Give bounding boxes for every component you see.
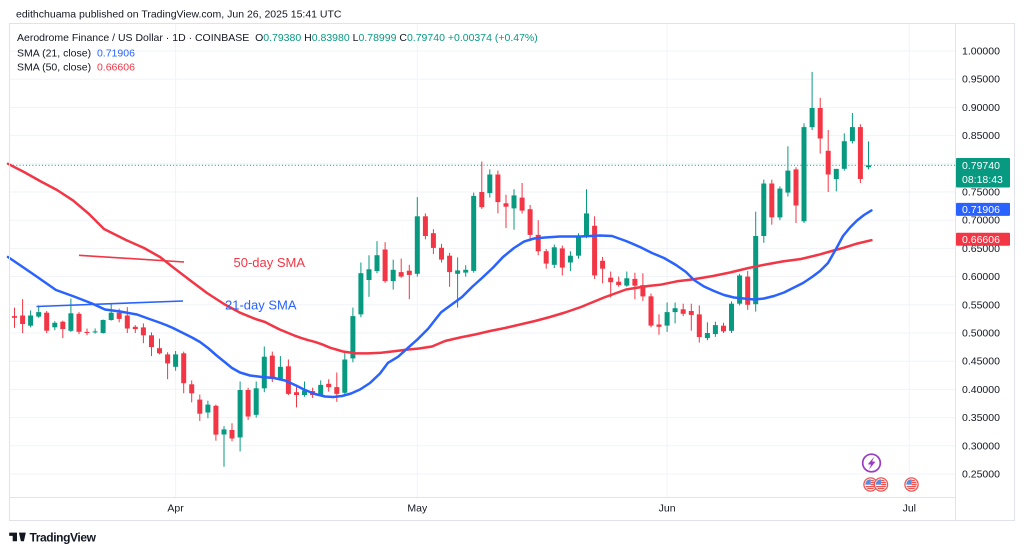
svg-text:0.50000: 0.50000 — [962, 328, 1000, 340]
svg-text:0.75000: 0.75000 — [962, 187, 1000, 199]
svg-text:May: May — [407, 503, 428, 515]
svg-text:TradingView: TradingView — [30, 531, 97, 545]
svg-text:0.55000: 0.55000 — [962, 299, 1000, 311]
svg-text:0.66606: 0.66606 — [962, 234, 1000, 246]
svg-text:0.95000: 0.95000 — [962, 74, 1000, 86]
svg-text:Aerodrome Finance / US Dollar: Aerodrome Finance / US Dollar · 1D · COI… — [17, 32, 538, 44]
svg-text:50-day SMA: 50-day SMA — [234, 255, 306, 270]
svg-text:0.35000: 0.35000 — [962, 412, 1000, 424]
svg-text:0.40000: 0.40000 — [962, 384, 1000, 396]
svg-text:0.71906: 0.71906 — [962, 204, 1000, 216]
svg-text:SMA (21, close) 0.71906: SMA (21, close) 0.71906 — [17, 48, 135, 60]
svg-text:Jun: Jun — [659, 503, 676, 515]
svg-text:0.85000: 0.85000 — [962, 130, 1000, 142]
svg-text:Apr: Apr — [167, 503, 184, 515]
svg-text:0.90000: 0.90000 — [962, 102, 1000, 114]
svg-text:0.79740: 0.79740 — [962, 160, 1000, 172]
svg-text:SMA (50, close) 0.66606: SMA (50, close) 0.66606 — [17, 62, 135, 74]
svg-text:Jul: Jul — [903, 503, 916, 515]
svg-text:1.00000: 1.00000 — [962, 46, 1000, 58]
svg-text:0.60000: 0.60000 — [962, 271, 1000, 283]
svg-text:21-day SMA: 21-day SMA — [225, 298, 297, 313]
svg-text:08:18:43: 08:18:43 — [962, 174, 1003, 186]
svg-text:0.45000: 0.45000 — [962, 356, 1000, 368]
svg-text:0.25000: 0.25000 — [962, 469, 1000, 481]
svg-text:0.65000: 0.65000 — [962, 243, 1000, 255]
svg-text:edithchuama published on Tradi: edithchuama published on TradingView.com… — [16, 9, 342, 21]
svg-text:0.30000: 0.30000 — [962, 440, 1000, 452]
svg-text:0.70000: 0.70000 — [962, 215, 1000, 227]
